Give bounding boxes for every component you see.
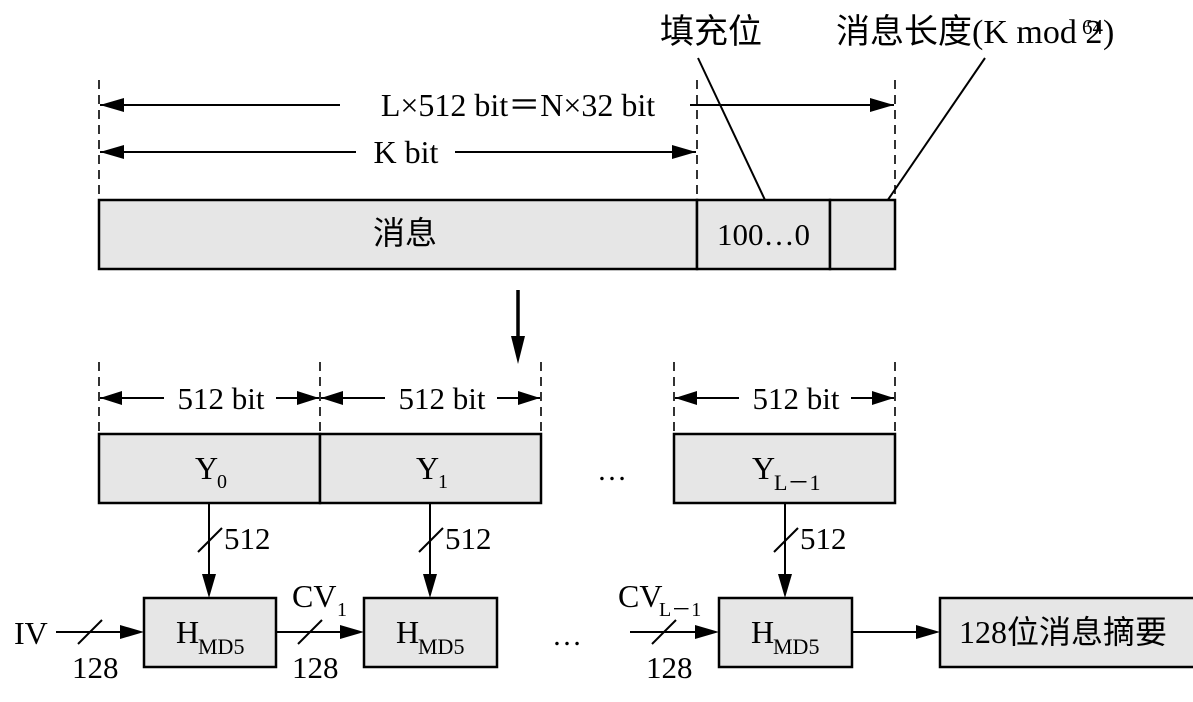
block-y1	[318, 432, 543, 505]
cvl-subscript: L－1	[659, 599, 701, 621]
digest-text: 128位消息摘要	[959, 614, 1167, 650]
h-md5-3-label: H	[751, 614, 774, 650]
block-dimension-1: 512 bit	[100, 381, 319, 416]
cvl-arrow	[630, 619, 719, 645]
k-bit-dimension: K bit	[100, 134, 696, 170]
padding-bits-label: 填充位	[660, 13, 762, 51]
block-y0-subscript: 0	[217, 471, 227, 493]
iv-label: IV	[14, 615, 48, 651]
h-md5-box-1	[142, 596, 278, 669]
h-md5-1-label: H	[176, 614, 199, 650]
block-dimension-3: 512 bit	[675, 381, 894, 416]
digest-box	[938, 596, 1193, 669]
k-bit-text: K bit	[374, 134, 439, 170]
y0-width-text: 512	[224, 521, 271, 556]
length-box	[828, 198, 897, 271]
block-y0-label: Y	[195, 450, 218, 486]
message-text: 消息	[373, 215, 437, 251]
blocks-ellipsis: …	[597, 454, 627, 487]
h-md5-box-3	[717, 596, 854, 669]
y1-width-text: 512	[445, 521, 492, 556]
padding-value-text: 100…0	[717, 217, 810, 252]
yl-to-h-arrow: 512	[773, 503, 847, 598]
block-yl-label: Y	[752, 450, 775, 486]
cvl-width-text: 128	[646, 650, 693, 685]
block-y1-label: Y	[416, 450, 439, 486]
h-md5-1-subscript: MD5	[198, 634, 244, 659]
iv-arrow	[56, 619, 144, 645]
h-md5-2-subscript: MD5	[418, 634, 464, 659]
cv1-width-text: 128	[292, 650, 339, 685]
block-y1-subscript: 1	[438, 471, 448, 493]
block-dimension-1-text: 512 bit	[178, 381, 265, 416]
iv-width-text: 128	[72, 650, 119, 685]
block-dimension-2: 512 bit	[321, 381, 540, 416]
y0-to-h-arrow: 512	[197, 503, 271, 598]
h-md5-box-2	[362, 596, 499, 669]
message-length-close: )	[1103, 14, 1114, 51]
cv1-label: CV	[292, 578, 336, 614]
cv1-subscript: 1	[337, 599, 347, 621]
length-leader-line	[869, 57, 986, 227]
cv1-arrow	[276, 619, 364, 645]
block-dimension-3-text: 512 bit	[753, 381, 840, 416]
message-length-exponent: 64	[1082, 15, 1104, 39]
message-box	[97, 198, 699, 271]
padding-box	[695, 198, 832, 271]
message-length-label: 消息长度(K mod 2	[836, 13, 1102, 51]
total-length-dimension: L×512 bit＝N×32 bit	[100, 87, 894, 123]
block-dimension-2-text: 512 bit	[399, 381, 486, 416]
total-length-text: L×512 bit＝N×32 bit	[381, 87, 655, 123]
yl-width-text: 512	[800, 521, 847, 556]
h-md5-3-subscript: MD5	[773, 634, 819, 659]
processing-ellipsis: …	[552, 619, 582, 652]
block-yl-subscript: L－1	[774, 470, 820, 495]
down-arrow-icon	[511, 290, 525, 364]
padding-leader-line	[697, 57, 766, 201]
cvl-label: CV	[618, 578, 662, 614]
h-md5-2-label: H	[396, 614, 419, 650]
output-arrow	[852, 625, 940, 639]
y1-to-h-arrow: 512	[418, 503, 492, 598]
